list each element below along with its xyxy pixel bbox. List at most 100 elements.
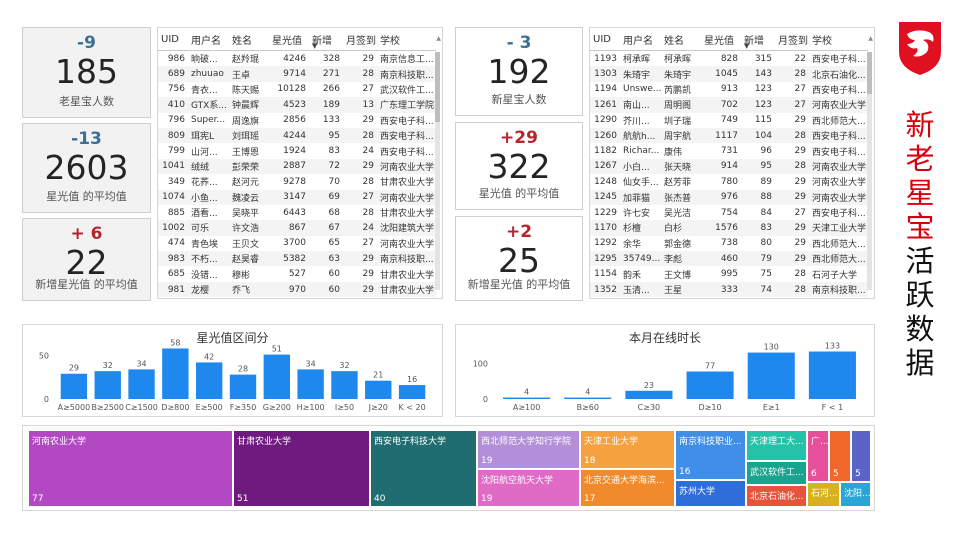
treemap-cell[interactable]: 石河... xyxy=(807,482,840,507)
table-cell: 1576 xyxy=(701,220,741,236)
table-row[interactable]: 986 晌破... 赵羚琨 4246 328 29 南京信息工... xyxy=(158,51,436,67)
chart-bar[interactable] xyxy=(331,371,358,399)
treemap-cell[interactable]: 5 xyxy=(851,430,871,482)
chart-bar[interactable] xyxy=(747,352,795,399)
table-row[interactable]: 1182 Richar... 康伟 731 96 29 西安电子科... xyxy=(590,143,868,158)
chart-bar[interactable] xyxy=(162,348,189,399)
chart-bar[interactable] xyxy=(625,390,673,399)
chart-bar[interactable] xyxy=(564,397,612,399)
table-row[interactable]: 1229 许七安 吴光洁 754 84 27 西安电子科... xyxy=(590,205,868,220)
column-header[interactable]: 用户名 xyxy=(188,28,229,51)
chart-bar[interactable] xyxy=(94,371,121,399)
treemap-cell[interactable]: 甘肃农业大学 51 xyxy=(233,430,370,507)
table-cell: 李彪 xyxy=(661,251,701,267)
table-row[interactable]: 685 没错... 穆彬 527 60 29 甘肃农业大学 xyxy=(158,266,436,281)
chart-bar[interactable] xyxy=(229,374,257,399)
column-header[interactable]: UID xyxy=(158,28,188,51)
chart-bar[interactable] xyxy=(398,385,426,399)
table-row[interactable]: 1290 芥川... 圳子瑞 749 115 29 西北师范大... xyxy=(590,113,868,128)
new-table-scrollbar[interactable] xyxy=(867,52,872,290)
treemap-cell[interactable]: 南京科技职业... 16 xyxy=(675,430,746,480)
table-row[interactable]: 1260 航航h... 周宇航 1117 104 28 西安电子科... xyxy=(590,127,868,144)
table-cell: 小白... xyxy=(620,158,661,175)
new-table-scroll-thumb[interactable] xyxy=(867,52,872,94)
table-row[interactable]: 1194 Unswe... 芮鹏凯 913 123 27 西安电子科... xyxy=(590,82,868,97)
treemap-cell[interactable]: 西北师范大学知行学院 19 xyxy=(477,430,580,469)
table-row[interactable]: 689 zhuuao 王卓 9714 271 28 南京科技职... xyxy=(158,66,436,82)
table-row[interactable]: 1292 余华 郭金德 738 80 29 西北师范大... xyxy=(590,236,868,251)
table-row[interactable]: 983 不朽... 赵昊睿 5382 63 29 南京科技职... xyxy=(158,251,436,267)
table-row[interactable]: 1154 韵禾 王文博 995 75 28 石河子大学 xyxy=(590,266,868,281)
treemap-cell[interactable]: 西安电子科技大学 40 xyxy=(370,430,477,507)
treemap-cell[interactable]: 天津工业大学 18 xyxy=(580,430,675,469)
treemap-cell[interactable]: 北京石油化... xyxy=(746,485,807,507)
treemap-cell[interactable]: 5 xyxy=(829,430,851,482)
treemap-cell[interactable]: 广... 6 xyxy=(807,430,829,482)
table-row[interactable]: 981 龙樱 乔飞 970 60 29 甘肃农业大学 xyxy=(158,281,436,298)
chart-bar[interactable] xyxy=(808,351,856,400)
table-cell: 小鱼... xyxy=(188,189,229,205)
treemap-cell[interactable]: 天津理工大... xyxy=(746,430,807,461)
column-header[interactable]: 星光值 xyxy=(269,28,309,51)
treemap-cell[interactable]: 苏州大学 xyxy=(675,480,746,507)
table-row[interactable]: 1041 绒绒 彭荣荣 2887 72 29 河南农业大学 xyxy=(158,158,436,175)
table-row[interactable]: 410 GTX系... 钟晨辉 4523 189 13 广东理工学院 xyxy=(158,97,436,113)
chart-bar[interactable] xyxy=(503,397,551,399)
treemap-cell-count: 17 xyxy=(584,494,596,504)
column-header[interactable]: 姓名 xyxy=(229,28,269,51)
x-tick-label: G≥200 xyxy=(263,403,291,412)
column-header[interactable]: 新增 ▼ xyxy=(741,28,775,51)
table-row[interactable]: 1352 玉清... 王星 333 74 28 南京科技职... xyxy=(590,281,868,298)
sort-desc-icon[interactable]: ▼ xyxy=(744,42,750,50)
old-table-scroll-thumb[interactable] xyxy=(435,52,440,122)
table-row[interactable]: 756 青衣... 陈天赐 10128 266 27 武汉软件工... xyxy=(158,82,436,97)
table-row[interactable]: 796 Super... 周逸旗 2856 133 29 西安电子科... xyxy=(158,113,436,128)
table-row[interactable]: 1170 杉檀 白杉 1576 83 29 天津工业大学 xyxy=(590,220,868,236)
chart-bar[interactable] xyxy=(195,362,223,399)
column-header[interactable]: UID xyxy=(590,28,620,51)
new-users-table[interactable]: UID 用户名 姓名 星光值 新增 ▼ 月签到 学校 1193 柯承晖 柯承晖 828 315 22 西安… xyxy=(589,27,875,299)
old-table-scrollbar[interactable] xyxy=(435,52,440,290)
table-row[interactable]: 1074 小鱼... 魏凌云 3147 69 27 河南农业大学 xyxy=(158,189,436,205)
table-row[interactable]: 349 花荞... 赵河元 9278 70 28 甘肃农业大学 xyxy=(158,174,436,189)
chart-bar[interactable] xyxy=(128,369,155,399)
scroll-up-icon[interactable]: ▲ xyxy=(868,35,873,42)
table-row[interactable]: 1267 小白... 张天晓 914 95 28 河南农业大学 xyxy=(590,158,868,175)
chart-bar[interactable] xyxy=(60,373,88,399)
column-header[interactable]: 用户名 xyxy=(620,28,661,51)
table-row[interactable]: 885 酒看... 吴晓平 6443 68 28 甘肃农业大学 xyxy=(158,205,436,220)
treemap-cell[interactable]: 武汉软件工... xyxy=(746,461,807,485)
sort-desc-icon[interactable]: ▼ xyxy=(312,42,318,50)
table-cell: 13 xyxy=(343,97,377,113)
column-header[interactable]: 新增 ▼ xyxy=(309,28,343,51)
table-row[interactable]: 474 青色埃 王贝文 3700 65 27 河南农业大学 xyxy=(158,236,436,251)
chart-bar[interactable] xyxy=(686,371,734,400)
table-row[interactable]: 799 山河... 王博恩 1924 83 24 西安电子科... xyxy=(158,143,436,158)
old-users-table[interactable]: UID 用户名 姓名 星光值 新增 ▼ 月签到 学校 986 晌破... 赵羚琨 4246 328 29… xyxy=(157,27,443,299)
table-row[interactable]: 1303 朱琦宇 朱琦宇 1045 143 28 北京石油化... xyxy=(590,66,868,82)
treemap-cell[interactable]: 北京交通大学海滨... 17 xyxy=(580,469,675,507)
table-row[interactable]: 1248 仙女手... 赵芳菲 780 89 29 河南农业大学 xyxy=(590,174,868,189)
treemap-cell[interactable]: 沈阳... xyxy=(840,482,871,507)
table-row[interactable]: 1002 可乐 许文浩 867 67 24 沈阳建筑大学 xyxy=(158,220,436,236)
chart-bar[interactable] xyxy=(365,380,392,399)
column-header[interactable]: 月签到 xyxy=(775,28,809,51)
table-row[interactable]: 1363帅凯王凯明2557420甘肃农业大学 xyxy=(590,297,868,298)
scroll-up-icon[interactable]: ▲ xyxy=(436,35,441,42)
column-header[interactable]: 月签到 xyxy=(343,28,377,51)
treemap-cell[interactable]: 沈阳航空航天大学 19 xyxy=(477,469,580,507)
column-header[interactable]: 姓名 xyxy=(661,28,701,51)
treemap-cell-count: 19 xyxy=(481,456,493,466)
chart-bar[interactable] xyxy=(263,354,291,399)
table-row[interactable]: 1261 南山... 周明阁 702 123 27 河南农业大学 xyxy=(590,97,868,113)
column-header[interactable]: 学校 xyxy=(809,28,868,51)
table-row[interactable]: 1193 柯承晖 柯承晖 828 315 22 西安电子科... xyxy=(590,51,868,67)
table-row[interactable]: 1295 35749... 李彪 460 79 29 西北师范大... xyxy=(590,251,868,267)
table-row[interactable]: 461晨个陈翼铭100515925西安电子科... xyxy=(158,297,436,298)
treemap-cell[interactable]: 河南农业大学 77 xyxy=(28,430,233,507)
column-header[interactable]: 星光值 xyxy=(701,28,741,51)
table-row[interactable]: 809 珥宪L 刘珥瑶 4244 95 28 西安电子科... xyxy=(158,127,436,144)
chart-bar[interactable] xyxy=(297,369,324,399)
table-row[interactable]: 1245 加菲猫 张杰普 976 88 29 河南农业大学 xyxy=(590,189,868,205)
column-header[interactable]: 学校 xyxy=(377,28,436,51)
